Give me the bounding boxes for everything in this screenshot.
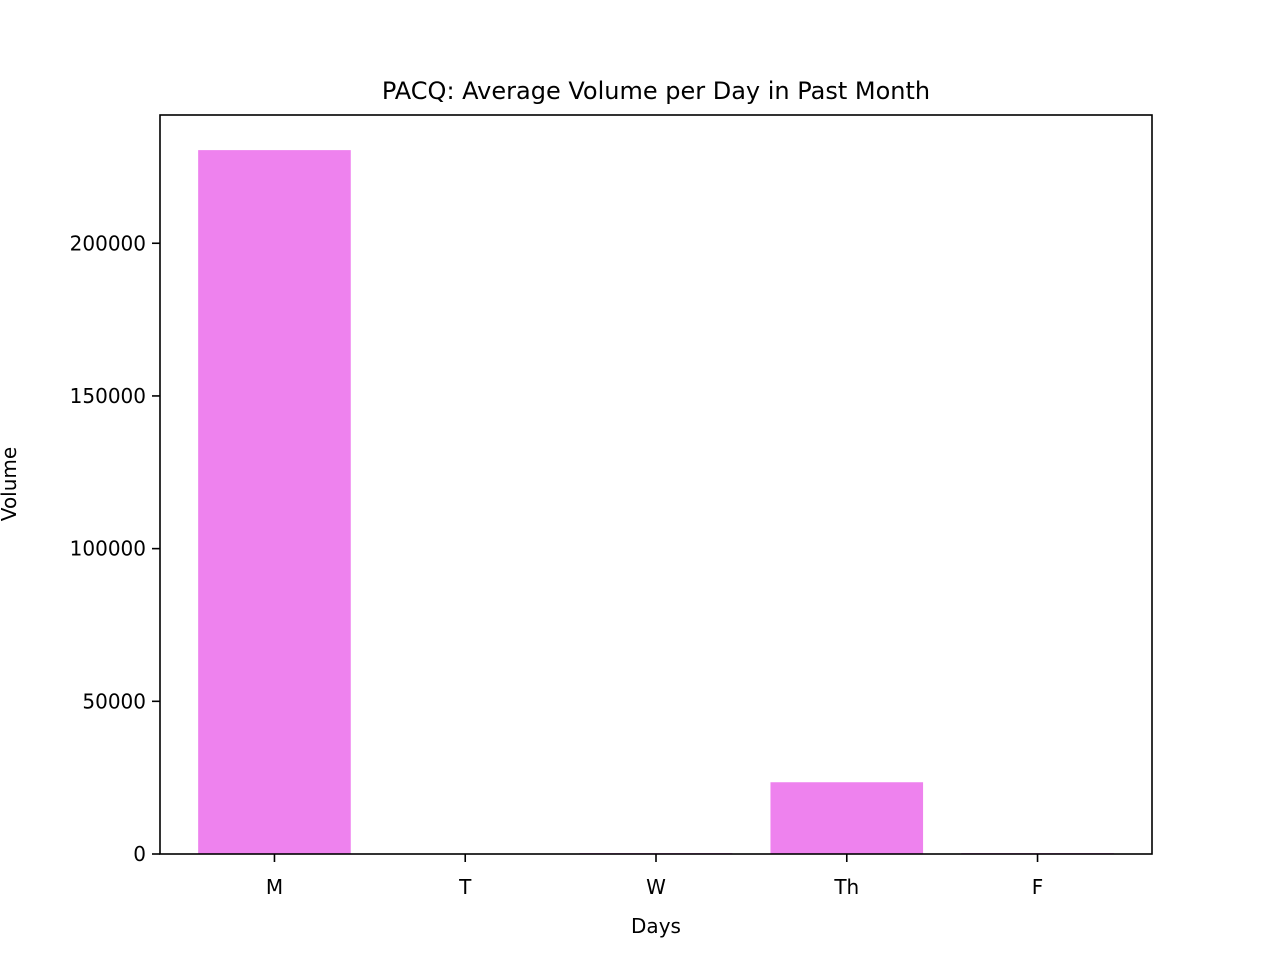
y-tick-label: 100000	[70, 537, 146, 561]
x-tick-label: Th	[833, 875, 859, 899]
y-tick-label: 200000	[70, 231, 146, 255]
y-axis-ticks: 0 50000 100000 150000 200000	[70, 231, 160, 866]
x-tick-label: T	[458, 875, 472, 899]
x-tick-label: W	[646, 875, 666, 899]
x-axis-ticks: M T W Th F	[266, 854, 1043, 899]
y-tick-label: 0	[133, 842, 146, 866]
bars-group	[198, 150, 1114, 854]
y-tick-label: 150000	[70, 384, 146, 408]
bar-Th	[770, 782, 924, 854]
x-axis-label: Days	[631, 914, 681, 938]
y-tick-label: 50000	[82, 689, 146, 713]
chart-title: PACQ: Average Volume per Day in Past Mon…	[382, 77, 930, 105]
x-tick-label: M	[266, 875, 283, 899]
bar-M	[198, 150, 351, 854]
x-tick-label: F	[1032, 875, 1044, 899]
y-axis-label: Volume	[0, 447, 21, 521]
